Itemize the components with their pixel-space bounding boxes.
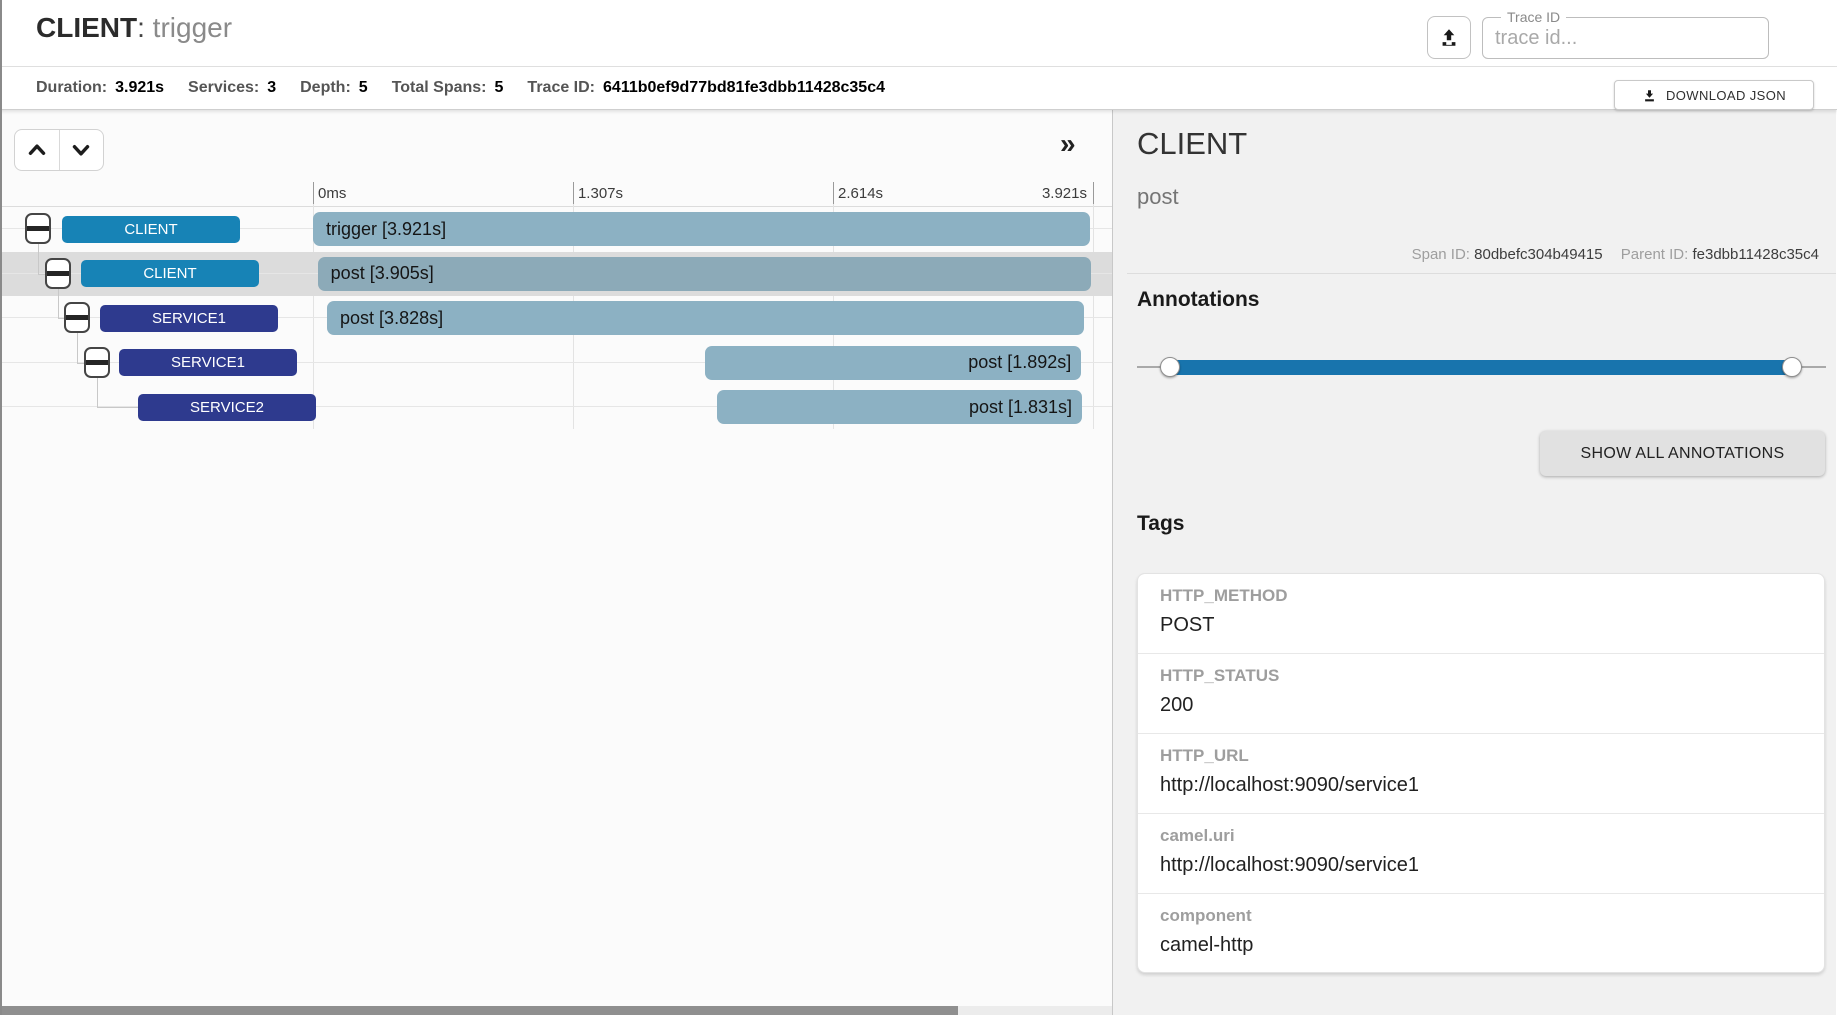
service-badge[interactable]: SERVICE2 [138, 393, 316, 421]
span-bar[interactable]: post [1.892s] [705, 345, 1082, 380]
span-detail-panel: CLIENT post Span ID: 80dbefc304b49415 Pa… [1113, 110, 1836, 1015]
axis-gridline [1093, 182, 1094, 429]
main-content: » 0ms 1.307s 2.614s 3.921s CLIENT trigger [3… [0, 110, 1837, 1015]
tag-row: component camel-http [1138, 894, 1824, 972]
tag-row: HTTP_STATUS 200 [1138, 654, 1824, 734]
collapse-span-icon[interactable] [64, 302, 90, 333]
collapse-span-icon[interactable] [25, 213, 51, 244]
app-header: CLIENT: trigger Trace ID [0, 0, 1837, 67]
service-badge[interactable]: SERVICE1 [119, 349, 297, 376]
page-title-service: CLIENT [36, 12, 138, 43]
span-bar[interactable]: post [1.831s] [717, 390, 1083, 424]
tree-connector [38, 242, 39, 274]
trace-stats-bar: Duration: 3.921s Services: 3 Depth: 5 Total… [0, 67, 1837, 110]
tag-row: camel.uri http://localhost:9090/service1 [1138, 814, 1824, 894]
slider-handle-left[interactable] [1160, 357, 1180, 377]
axis-tick-label: 0ms [318, 185, 347, 202]
tags-card: HTTP_METHOD POST HTTP_STATUS 200 HTTP_UR… [1137, 573, 1825, 973]
collapse-minus-bar [46, 270, 69, 276]
timeline-horizontal-scrollbar [0, 1006, 1112, 1015]
tag-value: http://localhost:9090/service1 [1160, 774, 1420, 796]
download-icon [1642, 88, 1657, 103]
next-span-button[interactable] [60, 130, 104, 170]
annotations-heading: Annotations [1137, 288, 1260, 311]
page-title-span: trigger [152, 12, 233, 43]
tree-connector [77, 362, 84, 364]
tag-row: HTTP_METHOD POST [1138, 574, 1824, 654]
tag-value: 200 [1160, 694, 1194, 716]
axis-baseline [0, 206, 1112, 207]
tree-connector [57, 286, 59, 318]
tag-key: HTTP_STATUS [1160, 666, 1280, 685]
row-guide-line [0, 361, 1112, 363]
previous-span-button[interactable] [15, 130, 60, 170]
collapse-minus-bar [66, 315, 88, 320]
span-id-value: 80dbefc304b49415 [1474, 246, 1603, 263]
detail-service-name: CLIENT [1137, 126, 1248, 161]
parent-id-value: fe3dbb11428c35c4 [1692, 246, 1819, 263]
axis-tick-label: 3.921s [1041, 185, 1087, 202]
tree-connector [38, 273, 45, 275]
tree-connector [77, 331, 78, 363]
tag-value: camel-http [1160, 934, 1254, 956]
trace-id-input[interactable] [1483, 18, 1768, 58]
upload-icon [1438, 27, 1460, 49]
collapse-span-icon[interactable] [44, 257, 71, 289]
trace-id-field: Trace ID [1482, 9, 1769, 59]
collapse-span-icon[interactable] [83, 346, 110, 378]
parent-id-label: Parent ID: [1620, 246, 1689, 263]
detail-divider [1127, 273, 1836, 274]
tag-row: HTTP_URL http://localhost:9090/service1 [1138, 734, 1824, 814]
tree-connector [96, 375, 98, 407]
download-json-button[interactable]: DOWNLOAD JSON [1614, 80, 1814, 110]
service-badge[interactable]: CLIENT [62, 215, 240, 243]
service-badge[interactable]: SERVICE1 [100, 304, 278, 332]
stat-services: Services: 3 [188, 79, 277, 96]
download-json-label: DOWNLOAD JSON [1665, 87, 1787, 103]
collapse-minus-bar [27, 226, 49, 231]
collapse-minus-bar [85, 359, 108, 365]
slider-handle-right[interactable] [1782, 357, 1802, 377]
annotations-range-slider [1137, 355, 1826, 379]
tree-connector [96, 407, 138, 408]
tag-value: POST [1160, 614, 1215, 636]
page-title: CLIENT: trigger [36, 12, 232, 44]
tree-connector [57, 318, 64, 319]
span-bar[interactable]: trigger [3.921s] [313, 212, 1090, 246]
axis-tick-label: 1.307s [577, 185, 624, 202]
chevron-down-icon [68, 137, 94, 163]
trace-timeline-panel: » 0ms 1.307s 2.614s 3.921s CLIENT trigger [3… [0, 110, 1113, 1015]
page-title-separator: : [137, 12, 153, 43]
service-badge[interactable]: CLIENT [81, 260, 259, 287]
tag-key: component [1160, 906, 1252, 925]
scrollbar-thumb[interactable] [0, 1006, 958, 1015]
collapse-detail-panel-button[interactable]: » [1060, 128, 1076, 159]
tag-value: http://localhost:9090/service1 [1160, 854, 1420, 876]
slider-selected-range[interactable] [1170, 360, 1792, 375]
stat-total-spans: Total Spans: 5 [391, 79, 504, 96]
tags-heading: Tags [1137, 512, 1185, 535]
row-guide-line [0, 406, 1112, 407]
axis-tick-label: 2.614s [838, 185, 884, 202]
show-all-annotations-button[interactable]: SHOW ALL ANNOTATIONS [1540, 431, 1825, 476]
span-nav-group [14, 129, 104, 171]
stat-depth: Depth: 5 [300, 79, 368, 96]
stat-trace-id: Trace ID: 6411b0ef9d77bd81fe3dbb11428c35c… [527, 79, 885, 96]
detail-span-name: post [1137, 184, 1179, 209]
span-bar[interactable]: post [3.828s] [327, 301, 1085, 335]
tag-key: HTTP_METHOD [1160, 586, 1288, 605]
upload-trace-button[interactable] [1427, 16, 1471, 59]
chevron-up-icon [24, 137, 50, 163]
span-bar[interactable]: post [3.905s] [317, 256, 1091, 291]
span-id-label: Span ID: [1411, 246, 1470, 263]
tag-key: HTTP_URL [1160, 746, 1249, 765]
stat-duration: Duration: 3.921s [36, 79, 165, 96]
axis-gridline [313, 182, 314, 429]
tag-key: camel.uri [1160, 826, 1235, 845]
span-ids-line: Span ID: 80dbefc304b49415 Parent ID: fe3… [1412, 246, 1819, 263]
